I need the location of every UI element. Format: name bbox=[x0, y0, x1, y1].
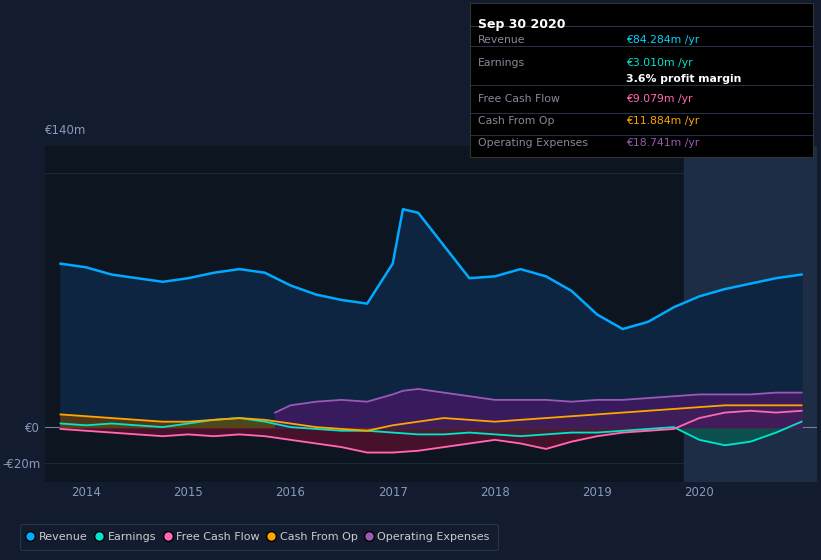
Text: Earnings: Earnings bbox=[478, 58, 525, 68]
Text: Revenue: Revenue bbox=[478, 35, 525, 45]
Text: €9.079m /yr: €9.079m /yr bbox=[626, 94, 692, 104]
Text: Free Cash Flow: Free Cash Flow bbox=[478, 94, 560, 104]
Text: Sep 30 2020: Sep 30 2020 bbox=[478, 18, 566, 31]
Text: €84.284m /yr: €84.284m /yr bbox=[626, 35, 699, 45]
Text: Cash From Op: Cash From Op bbox=[478, 116, 554, 126]
Text: €18.741m /yr: €18.741m /yr bbox=[626, 138, 699, 148]
Text: €3.010m /yr: €3.010m /yr bbox=[626, 58, 692, 68]
Bar bbox=[684, 146, 817, 482]
Text: €140m: €140m bbox=[45, 124, 86, 137]
Text: 3.6% profit margin: 3.6% profit margin bbox=[626, 74, 741, 85]
Text: Operating Expenses: Operating Expenses bbox=[478, 138, 588, 148]
Text: €11.884m /yr: €11.884m /yr bbox=[626, 116, 699, 126]
Legend: Revenue, Earnings, Free Cash Flow, Cash From Op, Operating Expenses: Revenue, Earnings, Free Cash Flow, Cash … bbox=[20, 524, 498, 550]
